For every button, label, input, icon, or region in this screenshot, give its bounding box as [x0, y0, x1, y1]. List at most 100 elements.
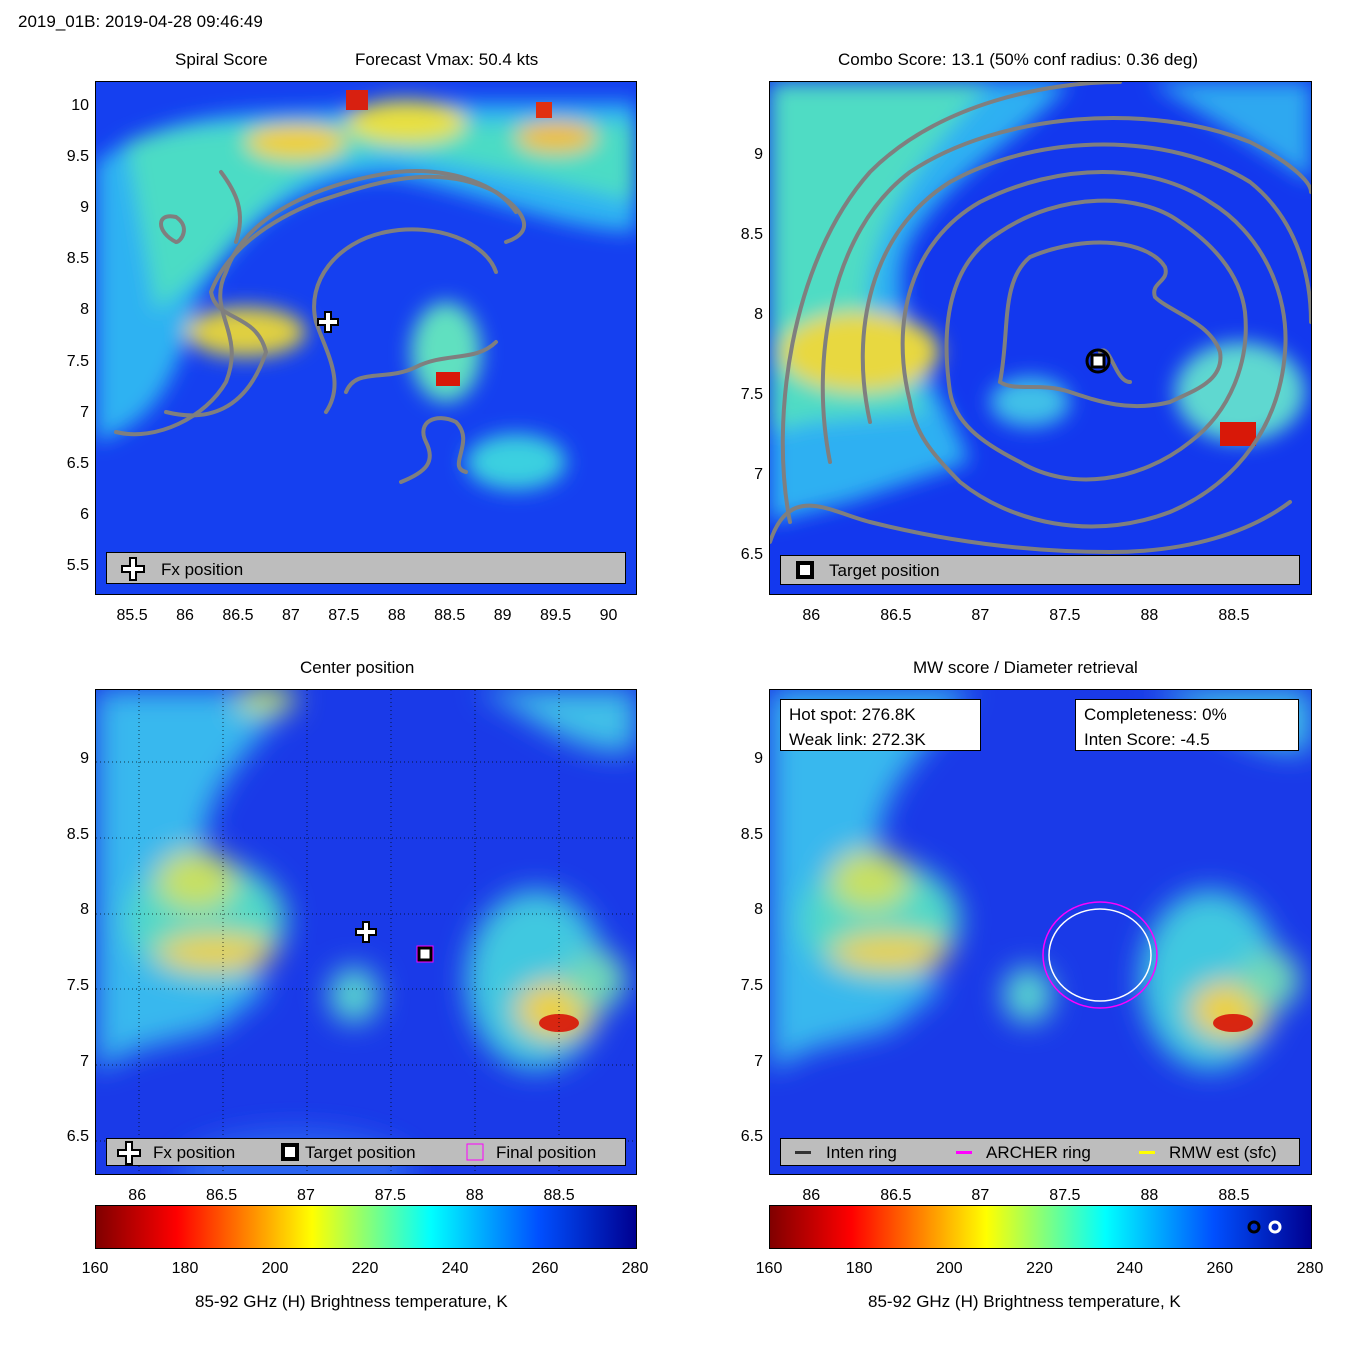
spiral-title: Spiral Score	[175, 50, 268, 69]
colorbar-left-label: 85-92 GHz (H) Brightness temperature, K	[195, 1292, 508, 1311]
plus-icon	[121, 557, 145, 581]
tick-label: 200	[261, 1260, 289, 1277]
mw-rings	[1042, 901, 1158, 1009]
tick-label: 86	[128, 1187, 147, 1204]
tick-label: 89	[493, 607, 512, 624]
mw-legend-archer: ARCHER ring	[986, 1143, 1091, 1162]
figure-title: 2019_01B: 2019-04-28 09:46:49	[18, 12, 263, 31]
tick-label: 8	[80, 301, 89, 319]
tick-label: 85.5	[116, 607, 148, 624]
plus-icon	[117, 1141, 141, 1165]
tick-label: 8	[754, 306, 763, 324]
tick-label: 86	[176, 607, 194, 624]
tick-label: 88.5	[434, 607, 466, 624]
spiral-legend: Fx position	[106, 552, 626, 584]
tick-label: 180	[171, 1260, 199, 1277]
tick-label: 7.5	[740, 386, 763, 404]
tick-label: 240	[441, 1260, 469, 1277]
mw-hotspot-box: Hot spot: 276.8K Weak link: 272.3K	[780, 699, 981, 751]
combo-legend-label: Target position	[829, 561, 940, 580]
tick-label: 89.5	[540, 607, 572, 624]
tick-label: 7	[754, 1052, 763, 1070]
tick-label: 280	[1296, 1260, 1324, 1277]
hot-spot-text: Hot spot: 276.8K	[789, 705, 916, 724]
tick-label: 9.5	[66, 147, 89, 165]
mw-score-box: Completeness: 0% Inten Score: -4.5	[1075, 699, 1299, 751]
tick-label: 5.5	[66, 557, 89, 575]
center-plot: Fx position Target position Final positi…	[95, 689, 637, 1175]
colorbar-left	[95, 1205, 637, 1249]
target-position-marker	[1085, 348, 1111, 374]
combo-title: Combo Score: 13.1 (50% conf radius: 0.36…	[838, 50, 1199, 69]
spiral-plot: Fx position	[95, 81, 637, 595]
combo-legend: Target position	[780, 555, 1300, 585]
center-legend-target: Target position	[305, 1143, 416, 1162]
tick-label: 87.5	[1049, 607, 1081, 624]
tick-label: 88	[465, 1187, 484, 1204]
tick-label: 6.5	[740, 546, 763, 564]
tick-label: 6.5	[740, 1128, 763, 1146]
target-square-icon	[796, 561, 814, 579]
tick-label: 86	[802, 607, 821, 624]
ring-markers-icon	[1247, 1220, 1282, 1234]
tick-label: 90	[599, 607, 618, 624]
tick-label: 180	[845, 1260, 873, 1277]
tick-label: 86	[802, 1187, 821, 1204]
final-square-icon	[466, 1143, 484, 1161]
spiral-vmax: Forecast Vmax: 50.4 kts	[355, 50, 539, 69]
tick-label: 280	[621, 1260, 649, 1277]
tick-label: 6.5	[66, 455, 89, 472]
center-legend: Fx position Target position Final positi…	[106, 1138, 626, 1166]
tick-label: 87.5	[374, 1187, 406, 1204]
inten-score-text: Inten Score: -4.5	[1084, 730, 1210, 749]
center-legend-final: Final position	[496, 1143, 597, 1162]
tick-label: 240	[1116, 1260, 1144, 1277]
tick-label: 9	[754, 146, 763, 164]
tick-label: 7.5	[66, 976, 89, 994]
tick-label: 8.5	[66, 250, 89, 268]
tick-label: 7	[80, 1052, 89, 1070]
center-title: Center position	[300, 658, 415, 677]
combo-plot: Target position	[769, 81, 1312, 595]
center-legend-fx: Fx position	[153, 1143, 236, 1162]
weak-link-text: Weak link: 272.3K	[789, 730, 926, 749]
tick-label: 6	[80, 506, 89, 524]
tick-label: 88	[1140, 607, 1159, 624]
tick-label: 87	[971, 1187, 990, 1204]
tick-label: 87	[297, 1187, 315, 1204]
target-square-icon	[281, 1143, 299, 1161]
rmw-ring-swatch	[1139, 1151, 1155, 1154]
tick-label: 9	[754, 750, 763, 768]
tick-label: 9	[80, 199, 89, 216]
tick-label: 220	[351, 1260, 379, 1277]
tick-label: 260	[531, 1260, 559, 1277]
tick-label: 7	[754, 466, 763, 484]
mw-title: MW score / Diameter retrieval	[913, 658, 1138, 677]
tick-label: 260	[1206, 1260, 1234, 1277]
tick-label: 220	[1026, 1260, 1053, 1277]
fx-position-marker	[355, 921, 377, 943]
inten-ring	[1048, 908, 1152, 1002]
tick-label: 200	[935, 1260, 963, 1277]
tick-label: 87.5	[1049, 1187, 1081, 1204]
tick-label: 88.5	[1218, 607, 1250, 624]
tick-label: 86.5	[205, 1187, 238, 1204]
combo-contours	[770, 82, 1311, 555]
archer-ring-swatch	[956, 1151, 972, 1154]
tick-label: 88.5	[543, 1187, 575, 1204]
tick-label: 6.5	[66, 1128, 89, 1146]
tick-label: 87	[281, 607, 300, 624]
tick-label: 7.5	[740, 976, 763, 994]
mw-legend: Inten ring ARCHER ring RMW est (sfc)	[780, 1138, 1300, 1166]
center-grid	[96, 690, 636, 1174]
spiral-legend-label: Fx position	[161, 560, 244, 579]
tick-label: 86.5	[880, 607, 912, 624]
mw-legend-rmw: RMW est (sfc)	[1169, 1143, 1277, 1162]
target-position-marker	[416, 945, 434, 963]
mw-plot: Hot spot: 276.8K Weak link: 272.3K Compl…	[769, 689, 1312, 1175]
mw-legend-inten: Inten ring	[826, 1143, 897, 1162]
tick-label: 7	[80, 403, 89, 421]
tick-label: 160	[81, 1260, 109, 1277]
fx-position-marker	[317, 311, 339, 333]
colorbar-right	[769, 1205, 1312, 1249]
